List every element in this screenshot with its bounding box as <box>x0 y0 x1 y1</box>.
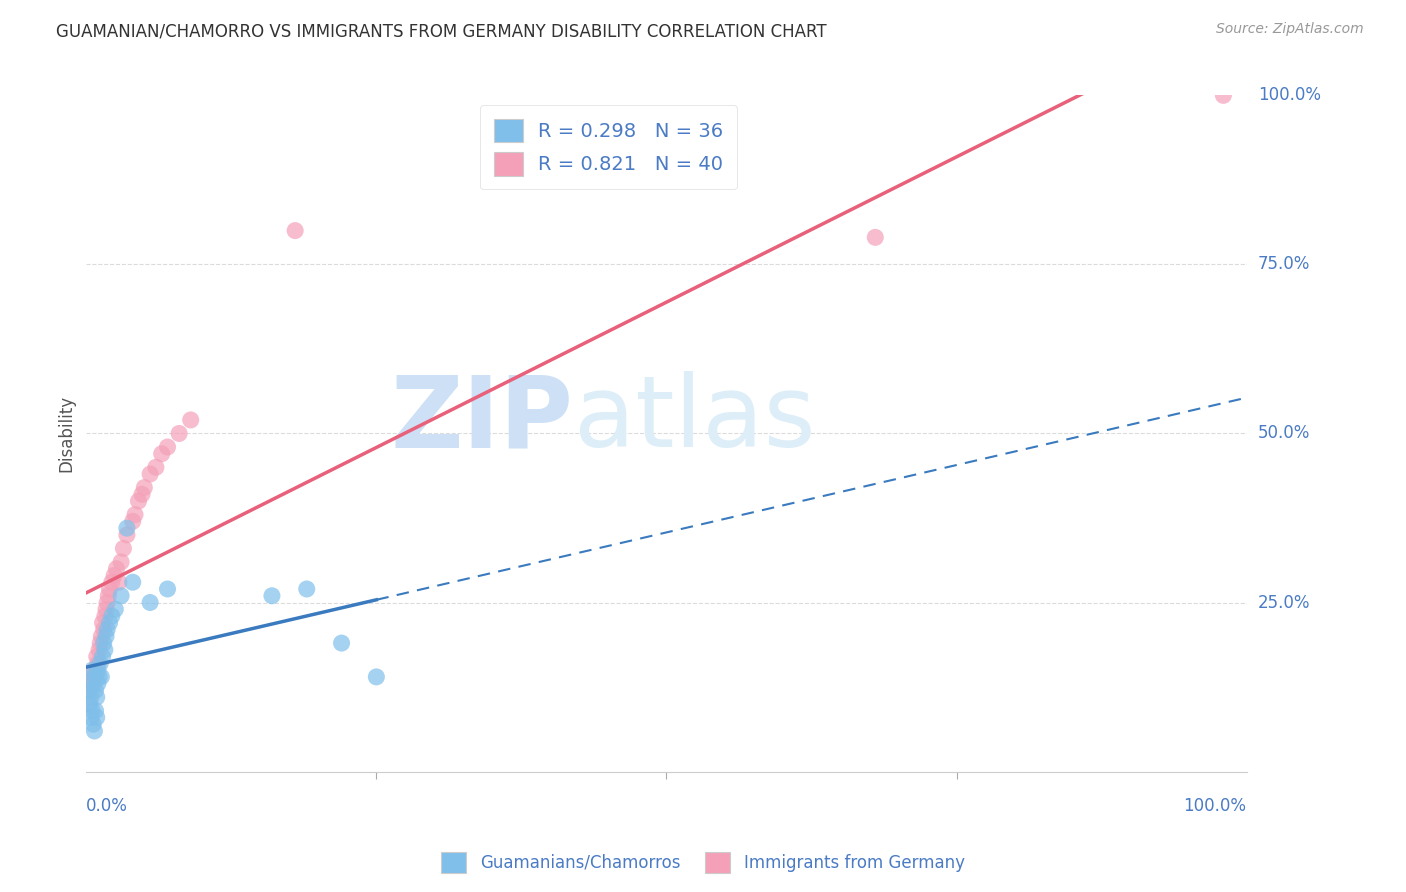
Point <box>84 704 107 718</box>
Point <box>87 657 110 671</box>
Point <box>94 629 117 643</box>
Point <box>94 602 117 616</box>
Point <box>83 723 105 738</box>
Point <box>103 568 125 582</box>
Point <box>80 670 103 684</box>
Text: 0.0%: 0.0% <box>86 797 128 814</box>
Point <box>139 595 162 609</box>
Point <box>97 589 120 603</box>
Point <box>91 649 114 664</box>
Point <box>93 636 115 650</box>
Point <box>96 595 118 609</box>
Point <box>86 690 108 705</box>
Point <box>83 663 105 677</box>
Point <box>865 230 887 244</box>
Point <box>150 447 173 461</box>
Text: Source: ZipAtlas.com: Source: ZipAtlas.com <box>1216 22 1364 37</box>
Legend: Guamanians/Chamorros, Immigrants from Germany: Guamanians/Chamorros, Immigrants from Ge… <box>434 846 972 880</box>
Point <box>98 582 121 596</box>
Point <box>139 467 162 481</box>
Point <box>134 481 156 495</box>
Point <box>156 582 179 596</box>
Point <box>330 636 353 650</box>
Text: ZIP: ZIP <box>391 371 574 468</box>
Point <box>80 676 103 690</box>
Point <box>87 676 110 690</box>
Point <box>110 589 132 603</box>
Point <box>80 704 103 718</box>
Point <box>112 541 135 556</box>
Text: 75.0%: 75.0% <box>1258 255 1310 274</box>
Point <box>80 663 103 677</box>
Point <box>77 683 100 698</box>
Point <box>156 440 179 454</box>
Point <box>94 609 117 624</box>
Point <box>131 487 153 501</box>
Point <box>1212 88 1234 103</box>
Point <box>180 413 202 427</box>
Point <box>366 670 388 684</box>
Point <box>121 575 143 590</box>
Point <box>104 602 127 616</box>
Point <box>110 555 132 569</box>
Point <box>82 676 104 690</box>
Text: 100.0%: 100.0% <box>1184 797 1247 814</box>
Point <box>98 615 121 630</box>
Point <box>87 663 110 677</box>
Point <box>284 224 307 238</box>
Point <box>96 623 118 637</box>
Point <box>83 670 105 684</box>
Point <box>260 589 283 603</box>
Point <box>107 575 129 590</box>
Point <box>87 670 110 684</box>
Legend: R = 0.298   N = 36, R = 0.821   N = 40: R = 0.298 N = 36, R = 0.821 N = 40 <box>479 105 737 189</box>
Point <box>115 528 138 542</box>
Point <box>295 582 318 596</box>
Text: GUAMANIAN/CHAMORRO VS IMMIGRANTS FROM GERMANY DISABILITY CORRELATION CHART: GUAMANIAN/CHAMORRO VS IMMIGRANTS FROM GE… <box>56 22 827 40</box>
Point <box>80 710 103 724</box>
Point <box>82 717 104 731</box>
Text: atlas: atlas <box>574 371 815 468</box>
Point <box>93 623 115 637</box>
Point <box>115 521 138 535</box>
Point <box>90 670 112 684</box>
Point <box>101 609 124 624</box>
Point <box>128 494 150 508</box>
Point <box>124 508 146 522</box>
Point <box>105 562 128 576</box>
Point <box>121 514 143 528</box>
Point <box>79 697 101 711</box>
Point <box>90 629 112 643</box>
Point <box>94 643 117 657</box>
Point <box>89 657 111 671</box>
Point <box>86 649 108 664</box>
Point <box>79 683 101 698</box>
Text: 100.0%: 100.0% <box>1258 87 1320 104</box>
Point <box>89 636 111 650</box>
Point <box>101 575 124 590</box>
Point <box>167 426 190 441</box>
Point <box>145 460 167 475</box>
Text: 25.0%: 25.0% <box>1258 593 1310 612</box>
Point <box>91 615 114 630</box>
Point <box>86 710 108 724</box>
Text: 50.0%: 50.0% <box>1258 425 1310 442</box>
Point <box>80 690 103 705</box>
Point <box>84 670 107 684</box>
Point <box>84 683 107 698</box>
Y-axis label: Disability: Disability <box>58 395 75 472</box>
Point <box>87 643 110 657</box>
Point <box>77 697 100 711</box>
Point <box>82 676 104 690</box>
